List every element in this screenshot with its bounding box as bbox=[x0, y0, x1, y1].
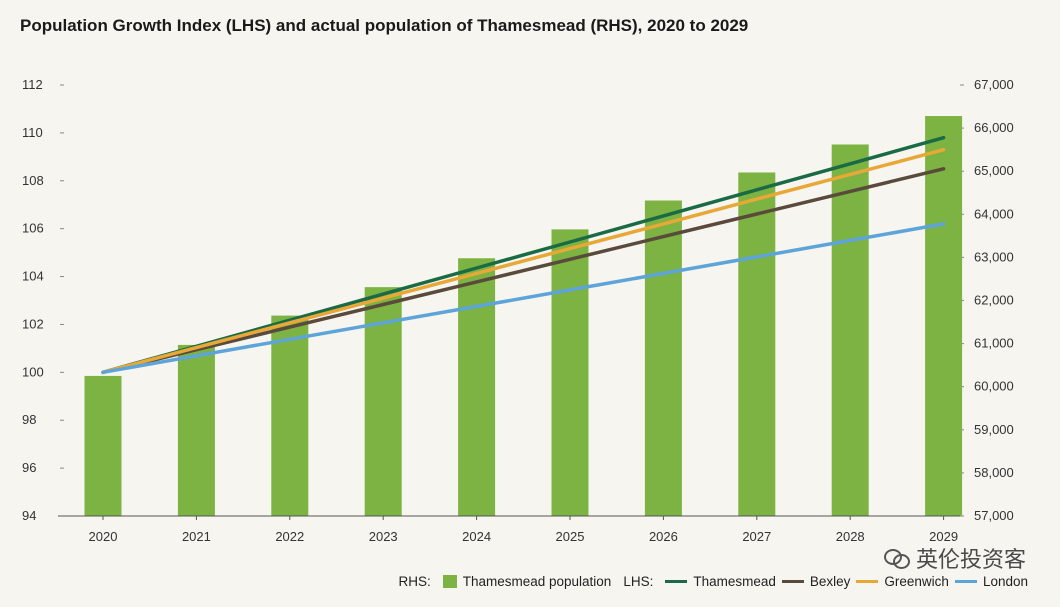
legend-swatch-bexley bbox=[781, 580, 804, 583]
watermark: 英伦投资客 bbox=[883, 542, 1026, 574]
x-tick-label: 2027 bbox=[742, 529, 771, 544]
right-tick-label: 58,000 bbox=[974, 465, 1014, 480]
bar-2022 bbox=[271, 315, 309, 516]
x-tick-label: 2025 bbox=[556, 529, 585, 544]
left-tick-label: 108 bbox=[22, 173, 44, 188]
legend-item-greenwich: Greenwich bbox=[856, 574, 949, 589]
left-tick-label: 106 bbox=[22, 221, 44, 236]
bar-2024 bbox=[458, 258, 496, 516]
right-axis: 57,000 58,000 59,000 60,000 61,000 62,000 63,0… bbox=[960, 77, 1014, 523]
left-tick-label: 112 bbox=[22, 77, 43, 92]
bar-2025 bbox=[551, 229, 589, 516]
bar-2029 bbox=[925, 116, 963, 517]
right-tick-label: 61,000 bbox=[974, 336, 1014, 351]
legend-item-bars: Thamesmead population bbox=[442, 574, 612, 589]
line-series bbox=[101, 135, 946, 375]
right-tick-label: 62,000 bbox=[974, 293, 1014, 308]
chart-title: Population Growth Index (LHS) and actual… bbox=[20, 16, 749, 35]
legend-item-london: London bbox=[954, 574, 1028, 589]
legend-rhs-label: RHS: bbox=[398, 574, 431, 589]
right-tick-label: 57,000 bbox=[974, 508, 1014, 523]
right-tick-label: 66,000 bbox=[974, 120, 1014, 135]
right-tick-label: 67,000 bbox=[974, 77, 1014, 92]
right-tick-label: 63,000 bbox=[974, 249, 1014, 264]
line-greenwich bbox=[101, 147, 946, 375]
bar-2020 bbox=[84, 375, 122, 516]
legend-swatch-greenwich bbox=[856, 580, 879, 583]
x-tick-label: 2022 bbox=[275, 529, 304, 544]
legend: RHS: Thamesmead population LHS: Thamesme… bbox=[398, 574, 1028, 589]
left-tick-label: 102 bbox=[22, 316, 44, 331]
chat-bubbles-icon bbox=[883, 547, 910, 569]
left-tick-label: 110 bbox=[22, 125, 43, 140]
left-tick-label: 94 bbox=[22, 508, 36, 523]
bar-2027 bbox=[738, 172, 776, 517]
watermark-text: 英伦投资客 bbox=[915, 547, 1026, 572]
x-tick-label: 2026 bbox=[649, 529, 678, 544]
right-tick-label: 65,000 bbox=[974, 163, 1014, 178]
left-tick-label: 98 bbox=[22, 412, 36, 427]
bar-2026 bbox=[644, 200, 682, 516]
legend-item-thamesmead: Thamesmead bbox=[665, 574, 776, 589]
x-tick-label: 2024 bbox=[462, 529, 491, 544]
legend-label-bexley: Bexley bbox=[809, 574, 851, 589]
bar-series bbox=[58, 116, 963, 517]
line-bexley bbox=[101, 167, 946, 375]
legend-label-bars: Thamesmead population bbox=[462, 574, 612, 589]
x-tick-label: 2020 bbox=[89, 529, 118, 544]
left-tick-label: 104 bbox=[22, 269, 44, 284]
legend-swatch-london bbox=[954, 580, 977, 583]
left-tick-label: 100 bbox=[22, 364, 44, 379]
bar-2021 bbox=[177, 344, 215, 516]
legend-lhs-label: LHS: bbox=[623, 574, 654, 589]
legend-label-london: London bbox=[982, 574, 1028, 589]
bar-2028 bbox=[831, 144, 869, 516]
x-tick-label: 2023 bbox=[369, 529, 398, 544]
left-tick-label: 96 bbox=[22, 460, 36, 475]
x-tick-label: 2021 bbox=[182, 529, 211, 544]
left-axis: 94 96 98 100 102 104 106 108 110 112 bbox=[22, 77, 64, 523]
x-axis: 2020 2021 2022 2023 2024 2025 2026 2027 2028 2029 bbox=[89, 516, 958, 544]
x-tick-label: 2028 bbox=[836, 529, 865, 544]
legend-item-bexley: Bexley bbox=[781, 574, 851, 589]
legend-label-thamesmead: Thamesmead bbox=[693, 574, 776, 589]
line-london bbox=[101, 222, 946, 375]
legend-swatch-bar bbox=[442, 575, 457, 588]
right-tick-label: 60,000 bbox=[974, 379, 1014, 394]
line-thamesmead bbox=[101, 135, 946, 375]
right-tick-label: 64,000 bbox=[974, 206, 1014, 221]
legend-swatch-thamesmead bbox=[665, 580, 688, 583]
x-tick-label: 2029 bbox=[929, 529, 958, 544]
legend-label-greenwich: Greenwich bbox=[884, 574, 949, 589]
right-tick-label: 59,000 bbox=[974, 422, 1014, 437]
